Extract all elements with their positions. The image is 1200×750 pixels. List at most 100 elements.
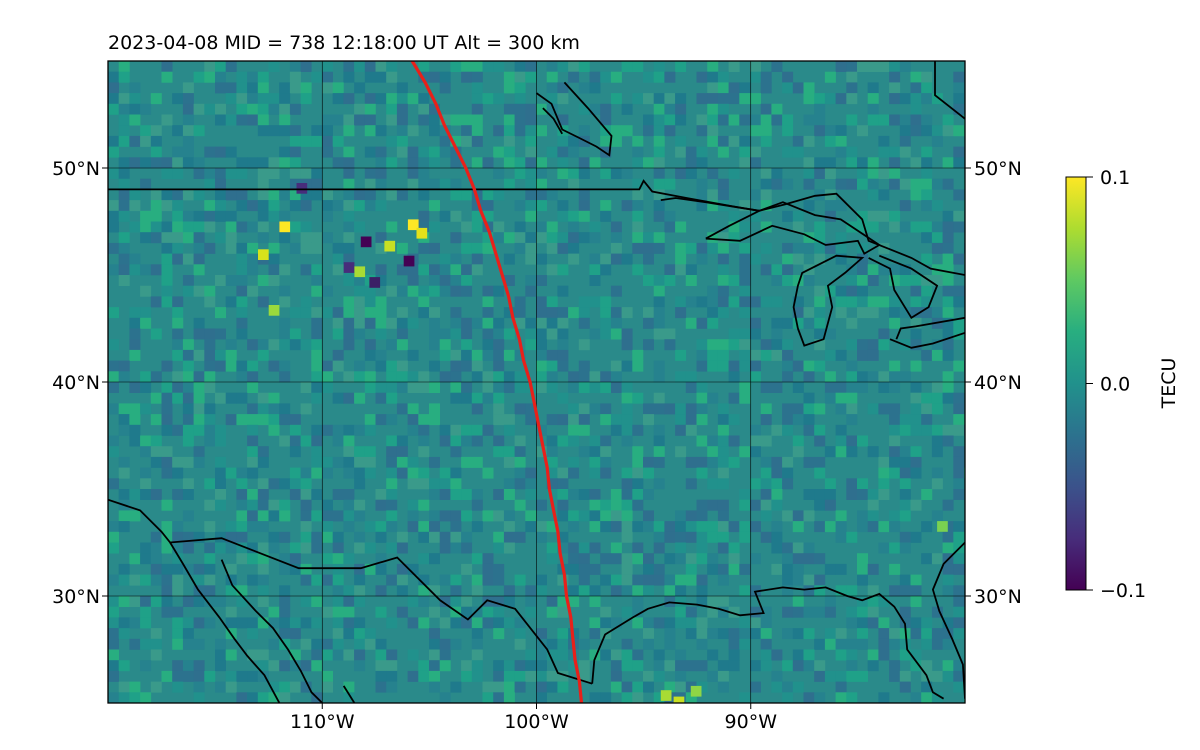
tec-cell [182,371,194,383]
tec-cell [108,521,119,533]
tec-cell [867,103,879,115]
tec-cell [225,242,237,254]
tec-cell [782,456,794,468]
tec-cell [429,489,440,500]
tec-cell [300,489,312,500]
lon-tick-label: 90°W [725,711,778,733]
tec-cell [439,467,451,479]
tec-cell [803,585,815,597]
tec-cell [643,510,654,522]
tec-cell [129,681,141,693]
tec-cell [429,531,440,543]
tec-cell [300,403,312,415]
tec-cell [771,649,783,661]
tec-cell [279,499,291,511]
tec-cell [300,189,312,201]
tec-cell [375,61,387,72]
tec-cell [343,606,355,618]
tec-cell [461,670,473,682]
tec-cell [204,596,216,607]
tec-cell [835,649,847,661]
tec-cell [279,360,291,372]
tec-cell [332,606,344,618]
tec-anomaly-cell [296,183,308,194]
tec-cell [161,446,173,458]
tec-cell [803,135,815,147]
tec-cell [835,232,847,244]
tec-cell [343,253,355,265]
tec-cell [461,542,473,554]
tec-cell [332,307,344,319]
tec-cell [824,328,836,340]
tec-cell [193,660,205,672]
tec-cell [215,531,226,543]
tec-cell [525,670,537,682]
tec-cell [182,210,194,222]
tec-cell [322,499,333,511]
tec-cell [600,371,612,383]
tec-cell [439,596,451,607]
tec-cell [343,617,355,629]
tec-cell [782,424,794,436]
tec-cell [503,510,515,522]
tec-cell [814,638,826,650]
tec-cell [204,146,216,158]
tec-cell [750,114,761,126]
tec-cell [835,692,847,703]
tec-cell [557,317,569,329]
tec-cell [311,382,323,393]
tec-cell [632,499,644,511]
tec-cell [182,403,194,415]
tec-cell [525,61,537,72]
tec-cell [643,71,654,83]
tec-cell [589,403,601,415]
tec-cell [835,242,847,254]
tec-cell [600,125,612,137]
tec-cell [910,178,922,190]
tec-cell [792,403,804,415]
tec-cell [418,467,430,479]
tec-cell [161,360,173,372]
tec-cell [728,221,740,233]
tec-cell [386,339,398,351]
tec-cell [696,349,708,361]
tec-cell [204,499,216,511]
tec-cell [557,232,569,244]
tec-cell [964,660,965,672]
tec-cell [311,189,323,201]
tec-cell [632,360,644,372]
tec-cell [503,692,515,703]
tec-cell [696,242,708,254]
tec-cell [760,606,772,618]
lat-tick-label-left: 50°N [52,158,100,180]
tec-cell [482,617,494,629]
tec-cell [803,542,815,554]
tec-cell [632,553,644,565]
tec-cell [824,349,836,361]
longitude-ticks: 110°W 100°W 90°W [290,703,777,733]
tec-cell [867,521,879,533]
tec-cell [835,585,847,597]
tec-cell [429,307,440,319]
tec-cell [514,456,526,468]
tec-cell [268,339,280,351]
tec-cell [215,200,226,212]
tec-cell [182,478,194,490]
tec-cell [953,146,965,158]
tec-cell [118,103,130,115]
tec-cells [108,61,965,703]
tec-cell [386,617,398,629]
tec-cell [236,670,248,682]
tec-cell [600,200,612,212]
tec-cell [589,542,601,554]
tec-cell [343,499,355,511]
tec-cell [364,61,376,72]
tec-cell [193,670,205,682]
tec-cell [514,478,526,490]
tec-cell [364,317,376,329]
tec-cell [300,242,312,254]
tec-cell [536,574,547,586]
tec-cell [814,403,826,415]
tec-cell [814,157,826,169]
tec-cell [215,456,226,468]
